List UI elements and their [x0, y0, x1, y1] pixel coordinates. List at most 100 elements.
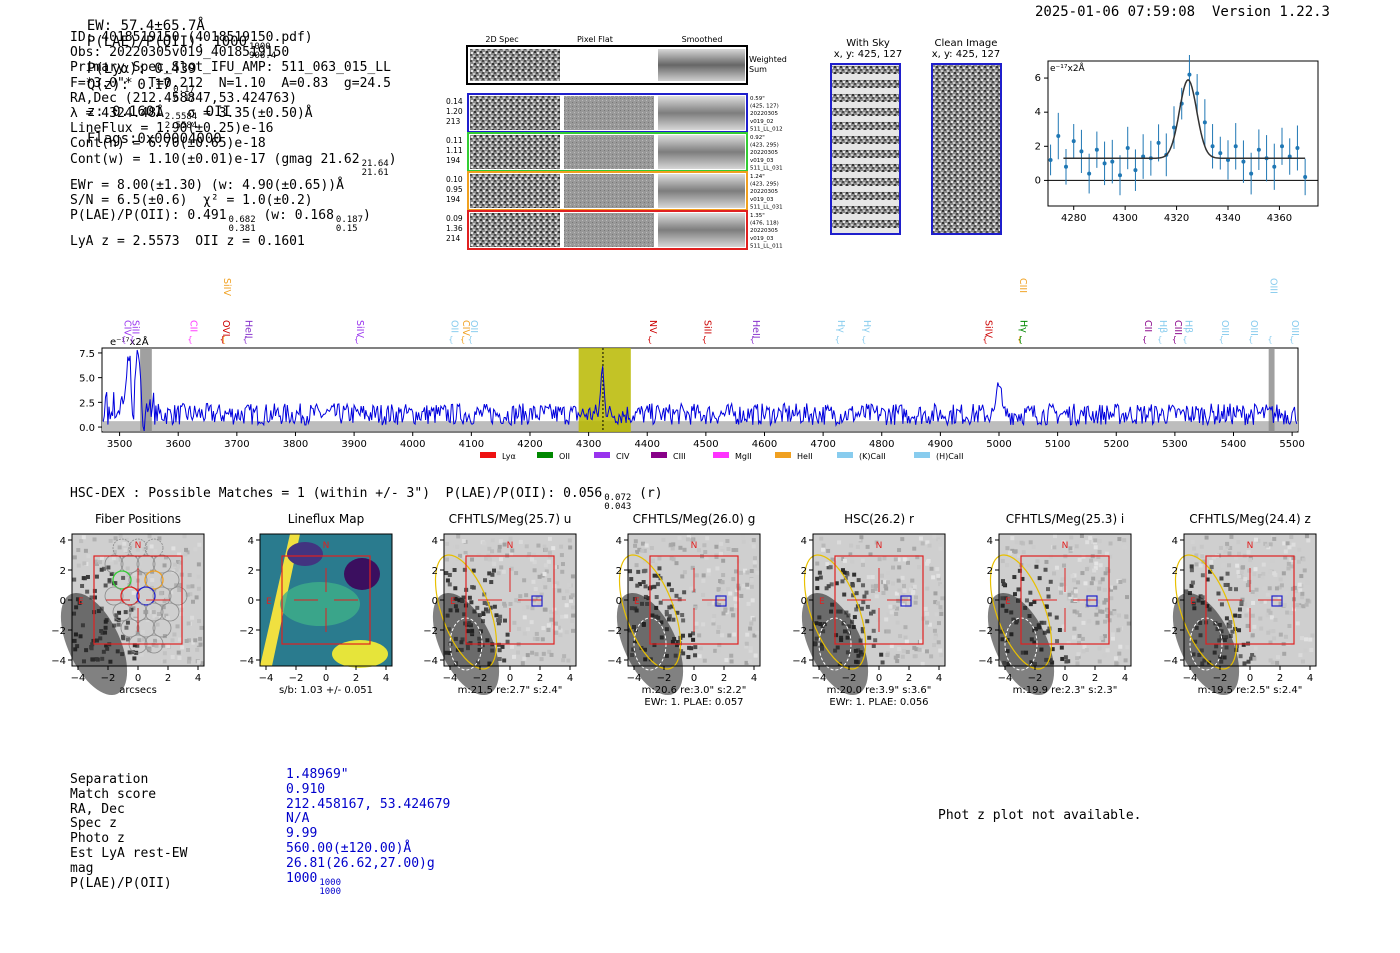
panel-pixel	[569, 598, 574, 603]
panel-pixel	[899, 596, 904, 601]
panel-pixel	[1102, 587, 1107, 592]
spectrum-line-label: Hγ	[861, 320, 872, 333]
panel-pixel	[1250, 589, 1255, 594]
panel-pixel	[723, 608, 728, 613]
panel-xtick-label: 2	[906, 673, 912, 684]
panel-body: N E −4 −2 0 2 4 4 2 0 −2 −4 arcsecs	[51, 533, 205, 696]
match-value: 26.81(26.62,27.00)g	[286, 855, 435, 871]
panel-pixel	[1103, 571, 1108, 576]
row-right-5: 511_LL_012	[750, 126, 783, 132]
imaging-panel: Fiber Positions N E −4 −2 0 2 4 4 2 0 −2 −4 arcsecs	[50, 512, 230, 727]
panel-pixel	[502, 658, 507, 663]
panel-pixel	[714, 544, 719, 549]
panel-pixel	[1237, 628, 1242, 633]
panel-pixel	[1266, 608, 1271, 613]
panel-pixel	[1200, 595, 1205, 600]
panel-pixel	[1124, 614, 1129, 619]
panel-pixel	[686, 655, 691, 660]
panel-pixel	[1245, 623, 1250, 628]
linefit-point	[1280, 144, 1284, 149]
panel-pixel	[629, 577, 634, 582]
panel-pixel	[1107, 618, 1112, 623]
panel-pixel	[542, 572, 547, 577]
panel-pixel	[80, 583, 85, 588]
panel-pixel	[912, 654, 917, 659]
linefit-xtick-label: 4280	[1061, 213, 1086, 224]
match-label: mag	[70, 860, 94, 876]
panel-pixel	[1296, 559, 1301, 564]
panel-pixel	[819, 536, 824, 541]
spectrum-line-bracket: {	[1017, 335, 1022, 344]
panel-pixel	[902, 588, 907, 593]
spectrum-line-bracket: {	[1182, 335, 1187, 344]
panel-pixel	[886, 612, 891, 617]
panel-pixel	[455, 557, 460, 562]
match-values: 1.48969" 0.910 212.458167, 53.424679 N/A 9.9…	[286, 767, 451, 897]
panel-pixel	[125, 637, 130, 642]
panel-pixel	[750, 598, 755, 603]
panel-pixel	[1243, 602, 1248, 607]
panel-pixel	[83, 548, 88, 553]
panel-ytick-label: −4	[51, 656, 66, 667]
panel-pixel	[544, 547, 549, 552]
panel-pixel	[525, 627, 530, 632]
panel-pixel	[932, 643, 937, 648]
panel-pixel	[913, 600, 918, 605]
match-value: 212.458167, 53.424679	[286, 796, 451, 812]
panel-pixel	[166, 616, 171, 621]
linefit-point	[1187, 72, 1192, 77]
panel-pixel	[703, 550, 708, 555]
panel-xtick-label: 2	[721, 673, 727, 684]
row-left-2: 1.11	[446, 146, 463, 155]
panel-pixel	[540, 637, 545, 642]
panel-xtick-label: −4	[998, 673, 1013, 684]
panel-pixel	[745, 632, 750, 637]
panel-pixel	[524, 593, 529, 598]
panel-pixel	[1102, 653, 1107, 658]
panel-pixel	[1298, 653, 1303, 658]
panel-pixel	[902, 583, 907, 588]
panel-pixel	[901, 649, 906, 654]
detection-info: ID: 4018519150 (4018519150.pdf) Obs: 202…	[70, 30, 397, 249]
linefit-point	[1110, 159, 1115, 164]
panel-pixel	[669, 588, 674, 593]
panel-pixel	[735, 597, 740, 602]
panel-pixel	[107, 578, 112, 583]
panel-xtick-label: −4	[443, 673, 458, 684]
panel-ytick-label: 2	[60, 566, 66, 577]
panel-image-svg: N E −4 −2 0 2 4 4 2 0 −2 −4 s/b: 1.03 +/- 0.051	[239, 533, 393, 696]
panel-pixel	[1262, 586, 1267, 591]
panel-pixel	[646, 596, 651, 601]
header-plae: P(LAE)/P(OII): 1000 1000 906.4	[86, 34, 277, 61]
panel-pixel	[879, 652, 884, 657]
spectrum-line-bracket: {	[221, 335, 226, 344]
panel-pixel	[744, 641, 749, 646]
panel-pixel	[1048, 579, 1053, 584]
panel-ytick-label: 0	[432, 596, 438, 607]
panel-pixel	[1095, 605, 1100, 610]
linefit-point	[1233, 144, 1238, 149]
panel-pixel	[1189, 564, 1194, 569]
spectrum-line-bracket: {	[129, 335, 134, 344]
panel-pixel	[1097, 549, 1102, 554]
panel-pixel	[1126, 621, 1131, 626]
panel-pixel	[914, 647, 919, 652]
spectrum-line-bracket: {	[1267, 335, 1272, 344]
clean-image	[931, 63, 1002, 235]
panel-pixel	[1057, 627, 1062, 632]
panel-pixel	[477, 613, 482, 618]
panel-pixel	[1281, 571, 1286, 576]
panel-pixel	[1099, 635, 1104, 640]
panel-title: CFHTLS/Meg(24.4) z	[1189, 512, 1311, 526]
panel-pixel	[1031, 545, 1036, 550]
panel-pixel	[897, 565, 902, 570]
panel-pixel	[688, 633, 693, 638]
panel-pixel	[1028, 540, 1033, 545]
spectrum-xtick-label: 3800	[283, 439, 308, 450]
panel-pixel	[1190, 580, 1195, 585]
panel-pixel	[1190, 540, 1195, 545]
panel-pixel	[1066, 641, 1071, 646]
panel-pixel	[1301, 604, 1306, 609]
linefit-point	[1295, 146, 1300, 150]
row-pixel-flat	[564, 213, 654, 247]
